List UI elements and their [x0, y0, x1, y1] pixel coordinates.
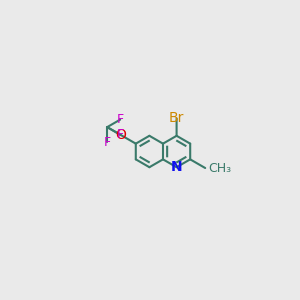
- Text: N: N: [171, 160, 182, 174]
- Text: F: F: [103, 136, 111, 148]
- Text: F: F: [117, 113, 124, 126]
- Text: F: F: [117, 128, 124, 141]
- Text: O: O: [115, 128, 126, 142]
- Text: Br: Br: [169, 112, 184, 125]
- Text: CH₃: CH₃: [208, 161, 231, 175]
